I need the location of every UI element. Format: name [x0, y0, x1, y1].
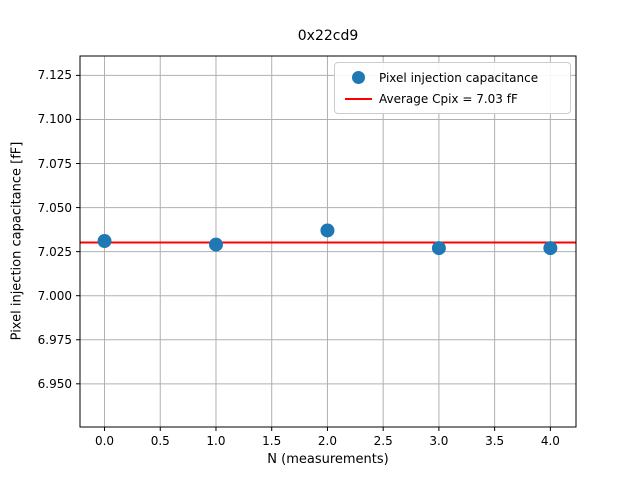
legend-label-scatter: Pixel injection capacitance — [379, 70, 539, 85]
y-tick-label: 7.125 — [37, 68, 72, 83]
scatter-point — [97, 234, 112, 249]
y-tick-label: 7.100 — [37, 112, 72, 127]
scatter-point — [208, 237, 223, 252]
y-tick-label: 7.050 — [37, 200, 72, 215]
chart-title: 0x22cd9 — [297, 28, 359, 44]
average-line-icon — [344, 97, 372, 100]
legend-handle — [343, 71, 373, 84]
x-tick-label: 3.5 — [485, 434, 505, 448]
x-tick-label: 4.0 — [540, 434, 560, 448]
y-tick-label: 7.075 — [37, 156, 72, 171]
y-tick-label: 6.975 — [37, 332, 72, 347]
x-tick-label: 1.5 — [262, 434, 282, 448]
scatter-point — [543, 241, 558, 256]
scatter-point — [431, 241, 446, 256]
y-tick-label: 7.000 — [37, 288, 72, 303]
scatter-marker-icon — [351, 71, 365, 84]
x-tick-label: 0.0 — [94, 434, 115, 448]
x-tick-label: 3.0 — [429, 434, 449, 448]
y-tick-label: 6.950 — [37, 376, 72, 391]
x-tick-label: 2.5 — [373, 434, 393, 448]
legend-entry-average: Average Cpix = 7.03 fF — [343, 88, 562, 109]
legend-handle — [343, 97, 373, 100]
legend-entry-scatter: Pixel injection capacitance — [343, 67, 562, 88]
scatter-point — [320, 223, 335, 238]
x-tick-label: 1.0 — [206, 434, 226, 448]
legend: Pixel injection capacitance Average Cpix… — [334, 62, 571, 114]
legend-label-average: Average Cpix = 7.03 fF — [379, 91, 518, 106]
x-tick-label: 0.5 — [150, 434, 170, 448]
axes-border — [79, 55, 577, 428]
x-axis-label: N (measurements) — [267, 452, 389, 467]
y-tick-label: 7.025 — [37, 244, 72, 259]
x-tick-label: 2.0 — [317, 434, 337, 448]
